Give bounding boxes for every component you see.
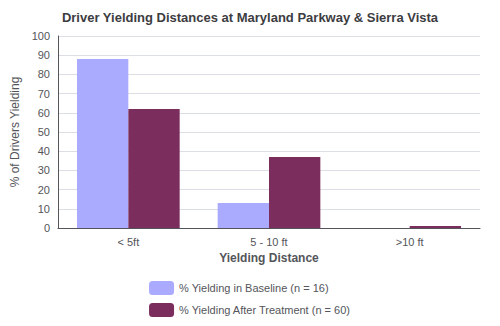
svg-text:5 - 10 ft: 5 - 10 ft (250, 236, 287, 248)
svg-text:0: 0 (44, 222, 50, 234)
svg-text:% Yielding After Treatment (n: % Yielding After Treatment (n = 60) (179, 304, 350, 316)
svg-text:30: 30 (38, 164, 50, 176)
svg-text:90: 90 (38, 49, 50, 61)
svg-text:% Yielding in Baseline (n = 16: % Yielding in Baseline (n = 16) (179, 282, 329, 294)
svg-text:Driver Yielding Distances at M: Driver Yielding Distances at Maryland Pa… (62, 10, 439, 25)
svg-text:80: 80 (38, 68, 50, 80)
svg-text:Yielding Distance: Yielding Distance (219, 251, 319, 265)
svg-text:70: 70 (38, 88, 50, 100)
svg-text:% of Drivers Yielding: % of Drivers Yielding (8, 77, 22, 188)
svg-text:10: 10 (38, 203, 50, 215)
svg-text:100: 100 (32, 30, 50, 42)
svg-text:50: 50 (38, 126, 50, 138)
svg-text:>10 ft: >10 ft (396, 236, 424, 248)
svg-text:< 5ft: < 5ft (117, 236, 139, 248)
svg-text:20: 20 (38, 184, 50, 196)
svg-text:40: 40 (38, 145, 50, 157)
svg-text:60: 60 (38, 107, 50, 119)
